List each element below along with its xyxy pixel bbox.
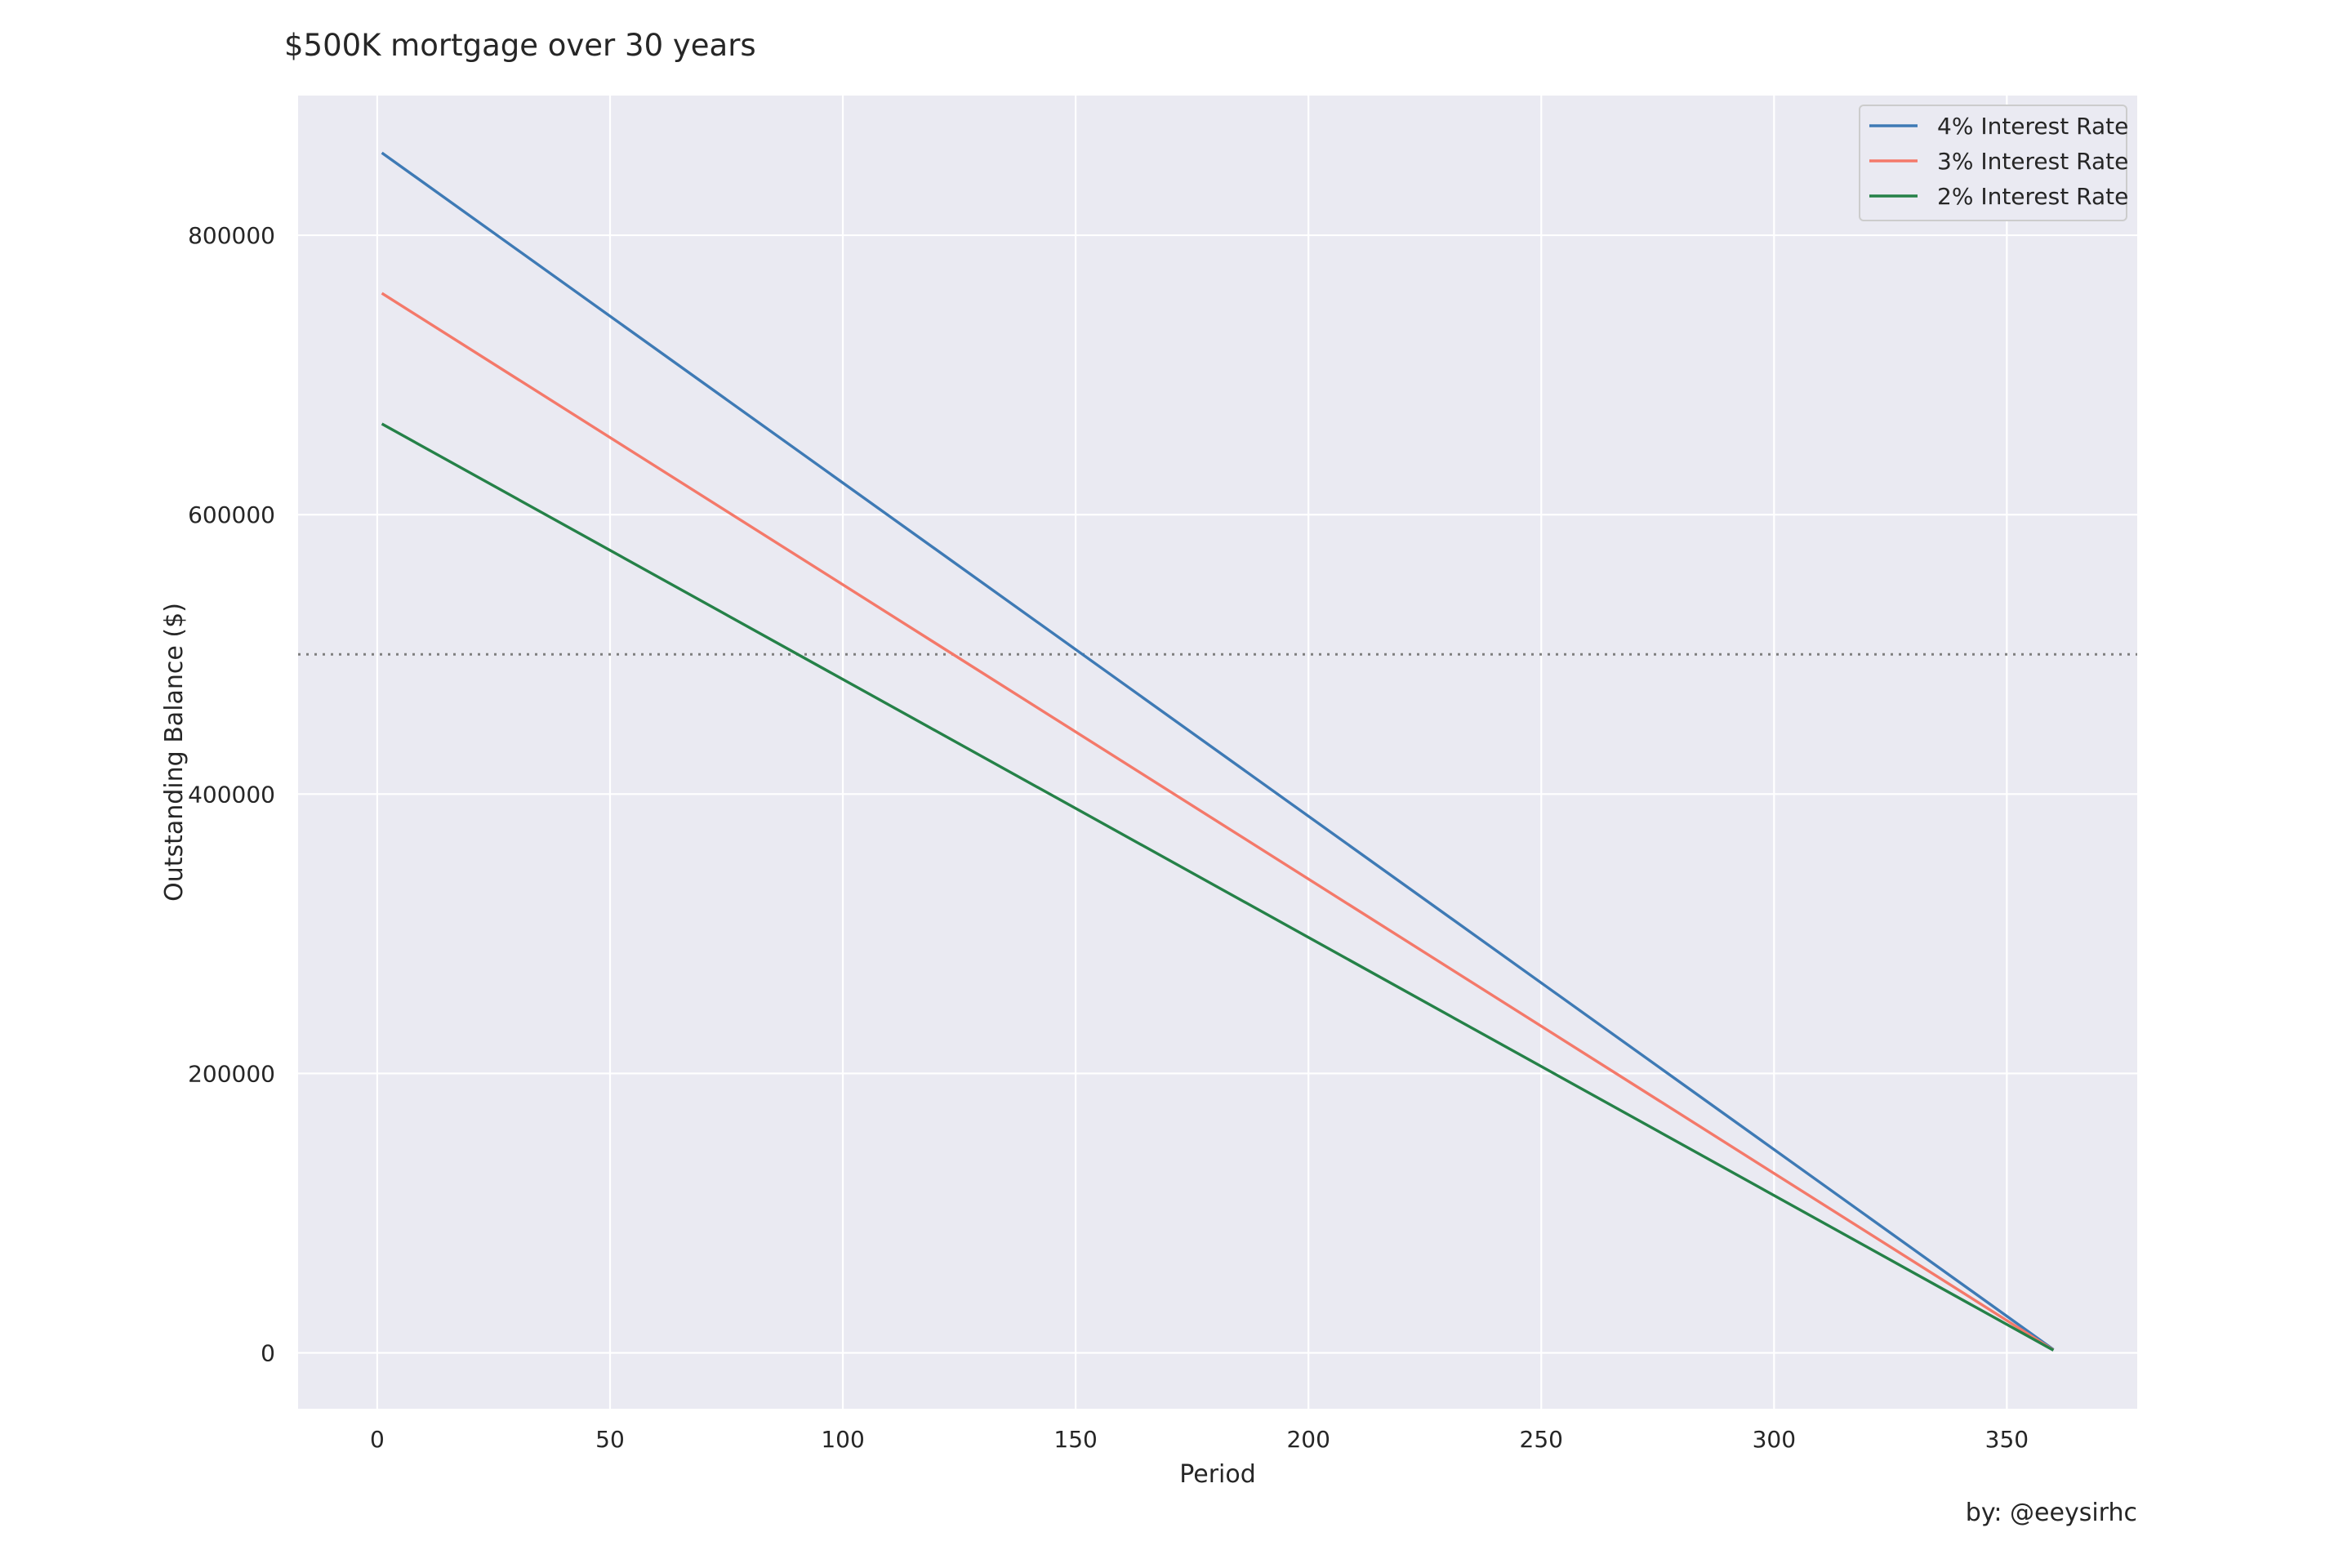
x-tick-label: 150	[1054, 1426, 1097, 1453]
series-layer	[381, 151, 2055, 1352]
x-tick-labels: 0 50 100 150 200 250 300 350	[370, 1426, 2029, 1453]
y-tick-labels: 0 200000 400000 600000 800000	[188, 222, 275, 1367]
x-tick-label: 350	[1985, 1426, 2029, 1453]
x-tick-label: 50	[595, 1426, 625, 1453]
y-gridlines	[298, 234, 2137, 1354]
y-tick-label: 0	[261, 1340, 275, 1367]
x-axis-label: Period	[1179, 1460, 1256, 1489]
x-gridlines	[376, 96, 2008, 1409]
x-tick-label: 300	[1753, 1426, 1796, 1453]
legend: 4% Interest Rate 3% Interest Rate 2% Inter…	[1859, 105, 2128, 221]
series-line-1	[381, 151, 2055, 1351]
legend-box	[1859, 105, 2127, 221]
series-line-2	[381, 292, 2055, 1352]
credit-text: by: @eeysirhc	[1966, 1499, 2137, 1527]
chart-title: $500K mortgage over 30 years	[284, 28, 756, 63]
y-axis-label: Outstanding Balance ($)	[160, 603, 189, 902]
y-tick-label: 400000	[188, 781, 275, 808]
y-tick-label: 200000	[188, 1060, 275, 1087]
y-tick-label: 600000	[188, 501, 275, 528]
legend-label: 3% Interest Rate	[1937, 148, 2128, 175]
legend-label: 4% Interest Rate	[1937, 113, 2128, 140]
series-line-3	[381, 422, 2055, 1352]
x-tick-label: 100	[821, 1426, 864, 1453]
y-tick-label: 800000	[188, 222, 275, 249]
x-tick-label: 0	[370, 1426, 385, 1453]
x-tick-label: 200	[1286, 1426, 1330, 1453]
legend-label: 2% Interest Rate	[1937, 183, 2128, 210]
x-tick-label: 250	[1520, 1426, 1563, 1453]
